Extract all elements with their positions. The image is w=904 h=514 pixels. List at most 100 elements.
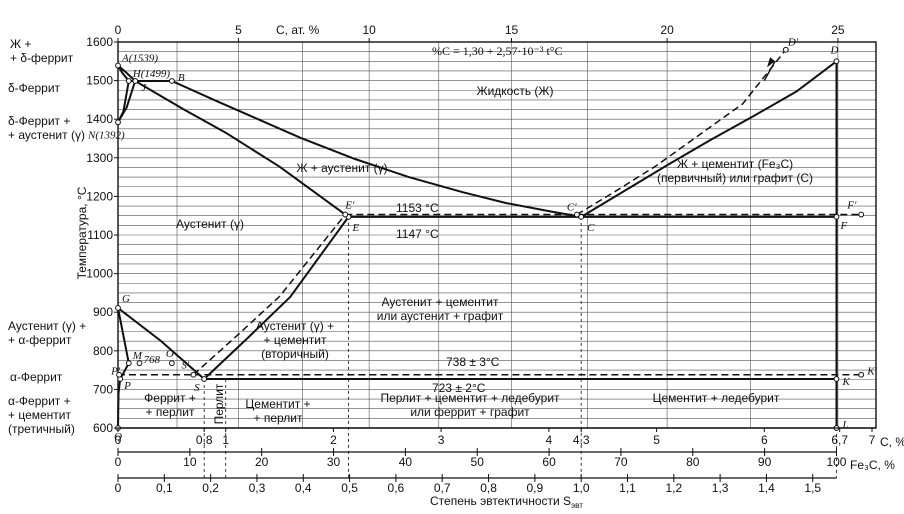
x-top-axis-label: C, ат. % [276,23,320,37]
arrow-head [767,57,776,68]
point-label: S' [181,360,190,372]
point-marker [116,371,122,378]
region-label-line: δ-Феррит + [8,114,70,128]
x-eut-tick-label: 0,8 [480,481,497,495]
region-label-line: Перлит + цементит + ледебурит [380,391,560,405]
point-marker [125,78,132,84]
region-label-line: Аустенит (γ) + [8,319,86,333]
region-label-line: Аустенит (γ) [176,217,244,231]
point-label: P' [110,366,121,378]
x-eutectic-axis-label: Степень эвтектичности Sэвт [430,494,583,510]
region-label-line: α-Феррит + [8,394,71,408]
phase-points: A(1539) H(1499) B J N(1392) E E' C C' D D' F F' G M 768… [87,37,878,443]
solid-boundary [128,80,582,218]
point-label: A(1539) [121,53,158,65]
x-fe3c-tick-label: 50 [471,455,485,469]
solid-boundary [117,80,130,123]
point-marker [115,305,121,311]
point-marker [858,211,865,218]
region-label-liquid: Жидкость (Ж) [477,84,554,98]
x-top-tick-label: 0 [115,23,122,37]
x-eut-tick-label: 1,5 [804,481,821,495]
x-eut-tick-label: 0,7 [434,481,451,495]
region-label-liquid-ferrite: Ж + + δ-феррит [10,37,74,65]
solid-boundary [134,80,350,218]
point-label: O [166,348,174,360]
point-label: D [829,44,838,56]
x-eut-tick-label: 0,9 [527,481,544,495]
x-fe3c-axis-label: Fe₃C, % [850,458,895,472]
x-main-tick-label: 7 [869,433,876,447]
x-eut-tick-label: 0,3 [249,481,266,495]
point-label: E [352,222,360,234]
region-label-aust-cement-graphite: Аустенит + цементит или аустенит + графит [377,295,504,323]
region-label-alpha-cementite: α-Феррит + + цементит (третичный) [8,394,75,436]
point-marker [125,360,132,367]
point-label: P [123,380,131,392]
point-label: C [587,222,595,234]
region-label-line: Аустенит + цементит [382,295,499,309]
y-tick-label: 900 [93,305,113,319]
region-label-austenite: Аустенит (γ) [176,217,244,231]
region-label-line: Перлит [212,383,226,424]
region-labels: Ж + + δ-феррит δ-Феррит δ-Феррит + + аустени… [8,37,813,436]
region-label-line: (вторичный) [261,347,329,361]
iso-label-723: 723 ± 2°C [432,381,486,395]
x-fe3c-tick-label: 90 [758,455,772,469]
y-tick-label: 800 [93,344,113,358]
x-eut-tick-label: 1,4 [758,481,775,495]
x-eut-tick-label: 0 [115,481,122,495]
point-marker [115,62,121,69]
solid-boundary [117,307,205,380]
solid-boundary [117,378,122,429]
region-label-line: δ-Феррит [8,81,61,95]
point-label: J [141,82,147,94]
point-marker [201,376,208,382]
x-fe3c-tick-label: 10 [183,455,197,469]
region-label-alpha-ferrite: α-Феррит [10,370,63,384]
x-main-tick-label: 6 [761,433,768,447]
region-label-line: или феррит + графит [410,405,530,419]
x-main-tick-label: 3 [438,433,445,447]
x-fe3c-tick-label: 0 [115,455,122,469]
point-marker [168,360,175,367]
region-label-line: Аустенит (γ) + [256,319,334,333]
x-fe3c-tick-label: 80 [686,455,700,469]
point-label: H(1499) [132,68,171,80]
region-label-line: Цементит + ледебурит [653,391,780,405]
point-label: B [178,72,185,84]
point-label: L [841,419,848,431]
point-marker [190,371,197,378]
region-label-ferrite-pearlite: Феррит + + перлит [144,391,196,419]
point-marker [833,213,840,220]
region-label-line: Феррит + [144,391,196,405]
y-tick-label: 1100 [87,228,113,242]
point-marker [833,376,840,382]
x-main-tick-label: 2 [330,433,337,447]
point-label: E' [344,200,355,212]
region-label-pearlite: Перлит [212,383,226,424]
x-top-tick-label: 5 [235,23,242,37]
x-fe3c-tick-label: 70 [614,455,628,469]
region-label-line: + α-феррит [8,333,72,347]
y-tick-label: 1200 [86,189,113,203]
x-main-tick-label: 5 [653,433,660,447]
x-eut-tick-label: 1,1 [619,481,636,495]
x-eutectic-label-sub: эвт [571,501,583,510]
point-label: C' [567,202,577,214]
y-axis-label: Температура, °C [75,186,89,279]
point-marker [342,211,349,218]
x-fe3c-tick-label: 60 [542,455,556,469]
region-label-line: + аустенит (γ) [8,128,85,142]
region-label-delta-ferrite: δ-Феррит [8,81,61,95]
y-tick-label: 1400 [86,112,113,126]
point-label: M [132,350,143,362]
point-label: S [194,382,200,394]
region-label-line: Ж + аустенит (γ) [296,161,387,175]
point-label: K [841,376,850,388]
arrow-shaft [763,60,776,81]
point-label: F [839,220,847,232]
region-label-delta-austenite: δ-Феррит + + аустенит (γ) [8,114,85,142]
iso-label-1147: 1147 °C [396,227,439,241]
